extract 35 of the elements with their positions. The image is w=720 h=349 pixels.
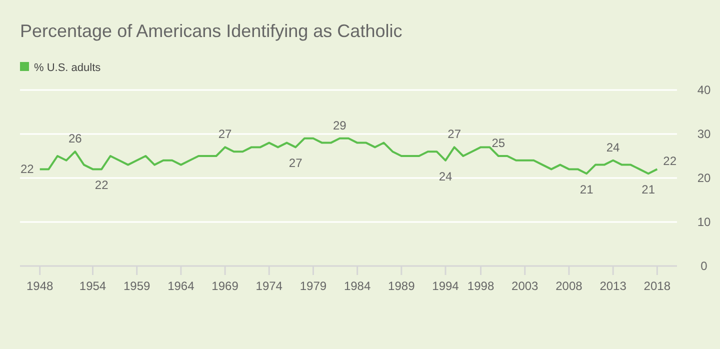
data-label: 22 xyxy=(20,162,34,176)
data-label: 25 xyxy=(492,136,506,150)
x-tick-label: 1948 xyxy=(26,279,54,293)
data-label: 27 xyxy=(288,156,303,170)
data-label: 27 xyxy=(448,127,462,142)
legend-label: % U.S. adults xyxy=(34,62,102,74)
data-label: 22 xyxy=(663,154,677,168)
data-label: 21 xyxy=(580,182,594,197)
y-tick-label: 10 xyxy=(697,215,711,229)
x-tick-label: 2013 xyxy=(600,279,627,293)
x-tick-label: 2003 xyxy=(512,279,539,293)
data-label: 24 xyxy=(438,169,452,184)
x-tick-label: 1954 xyxy=(79,279,106,293)
data-label: 29 xyxy=(333,118,347,132)
x-tick-label: 1979 xyxy=(300,279,327,293)
x-tick-label: 1964 xyxy=(168,279,195,293)
x-tick-label: 1989 xyxy=(388,279,416,293)
x-tick-label: 1998 xyxy=(467,279,494,293)
x-tick-label: 1984 xyxy=(344,279,371,293)
data-label: 22 xyxy=(94,178,109,192)
y-tick-label: 20 xyxy=(697,171,711,185)
data-label: 27 xyxy=(218,127,232,142)
x-tick-label: 2018 xyxy=(644,279,671,293)
x-tick-label: 1994 xyxy=(432,279,460,293)
x-tick-label: 1959 xyxy=(123,279,151,293)
y-tick-label: 40 xyxy=(697,83,711,97)
x-tick-label: 2008 xyxy=(556,279,583,293)
x-tick-label: 1969 xyxy=(212,279,239,293)
x-tick-label: 1974 xyxy=(256,279,283,293)
data-label: 21 xyxy=(642,182,656,197)
data-label: 26 xyxy=(68,132,82,146)
y-tick-label: 30 xyxy=(697,127,711,141)
chart-title: Percentage of Americans Identifying as Catholic xyxy=(20,21,402,41)
data-label: 24 xyxy=(606,140,620,154)
y-tick-label: 0 xyxy=(700,259,708,273)
